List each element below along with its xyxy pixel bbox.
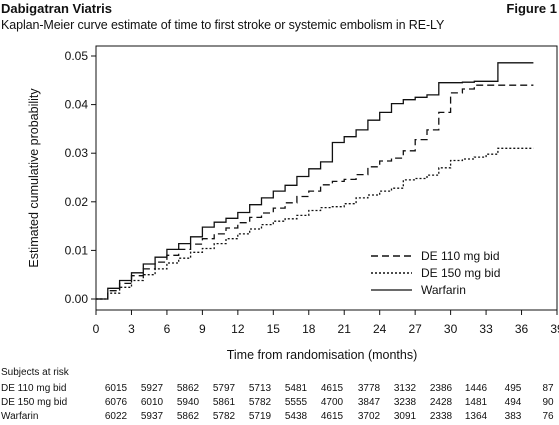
y-tick-label: 0.01 xyxy=(65,243,89,257)
y-axis-label: Estimated cumulative probability xyxy=(27,88,41,268)
y-tick-label: 0.02 xyxy=(65,195,89,209)
legend-label-warfarin: Warfarin xyxy=(421,283,466,297)
series-line-warfarin xyxy=(96,62,534,300)
y-tick-label: 0.05 xyxy=(65,49,89,63)
legend-label-de110: DE 110 mg bid xyxy=(421,249,500,263)
legend-label-de150: DE 150 mg bid xyxy=(421,266,500,280)
legend: DE 110 mg bid DE 150 mg bid Warfarin xyxy=(371,249,500,297)
x-tick-label: 24 xyxy=(373,322,387,336)
drug-name: Dabigatran Viatris xyxy=(1,1,113,16)
series-line-de110 xyxy=(96,84,534,300)
x-tick-label: 21 xyxy=(338,322,352,336)
x-tick-label: 6 xyxy=(164,322,171,336)
x-tick-label: 39 xyxy=(550,322,559,336)
x-tick-label: 15 xyxy=(267,322,281,336)
y-tick-label: 0.04 xyxy=(65,98,89,112)
x-tick-label: 33 xyxy=(479,322,493,336)
x-tick-label: 36 xyxy=(515,322,529,336)
x-axis: 036912151821242730333639 xyxy=(93,310,559,336)
x-tick-label: 27 xyxy=(408,322,422,336)
x-tick-label: 0 xyxy=(93,322,100,336)
x-tick-label: 3 xyxy=(128,322,135,336)
chart-title: Kaplan-Meier curve estimate of time to f… xyxy=(1,18,445,32)
plot-frame xyxy=(95,45,558,311)
x-axis-label: Time from randomisation (months) xyxy=(227,348,418,362)
y-tick-label: 0.00 xyxy=(65,292,89,306)
figure-number: Figure 1 xyxy=(506,1,557,16)
y-tick-label: 0.03 xyxy=(65,146,89,160)
x-tick-label: 12 xyxy=(231,322,245,336)
x-tick-label: 18 xyxy=(302,322,316,336)
x-tick-label: 9 xyxy=(199,322,206,336)
x-tick-label: 30 xyxy=(444,322,458,336)
series-lines xyxy=(96,62,534,300)
y-axis: 0.00 0.01 0.02 0.03 0.04 0.05 xyxy=(65,49,96,306)
